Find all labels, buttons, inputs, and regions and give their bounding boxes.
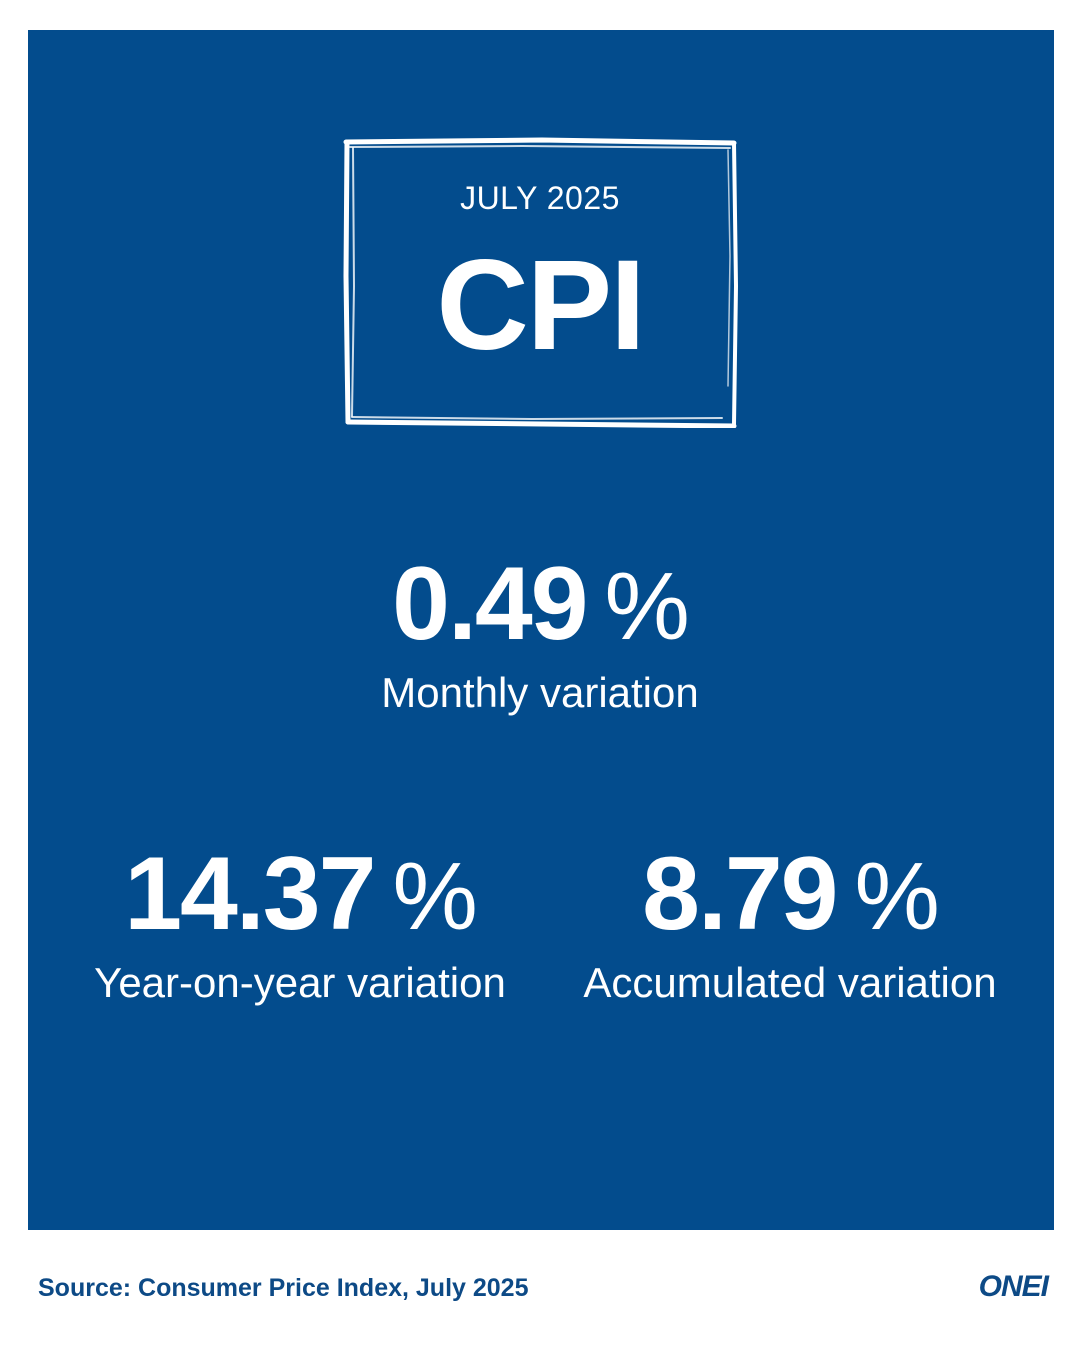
monthly-unit: % [604, 553, 690, 660]
sketch-frame [342, 136, 738, 428]
year-on-year-value: 14.37% [60, 842, 540, 946]
accumulated-value: 8.79% [550, 842, 1030, 946]
onei-logo: ONEI [978, 1270, 1049, 1303]
year-on-year-unit: % [392, 843, 477, 950]
year-on-year-number: 14.37 [124, 836, 376, 952]
period-label: JULY 2025 [460, 180, 620, 216]
accumulated-unit: % [854, 843, 940, 950]
year-on-year-label: Year-on-year variation [94, 959, 506, 1006]
accumulated-number: 8.79 [642, 836, 838, 952]
page-title: CPI [436, 234, 645, 377]
monthly-label: Monthly variation [381, 669, 699, 716]
accumulated-label: Accumulated variation [583, 959, 997, 1006]
source-note: Source: Consumer Price Index, July 2025 [38, 1274, 529, 1302]
blue-panel [28, 30, 1054, 1230]
monthly-value: 0.49% [290, 552, 790, 656]
monthly-number: 0.49 [392, 546, 588, 662]
